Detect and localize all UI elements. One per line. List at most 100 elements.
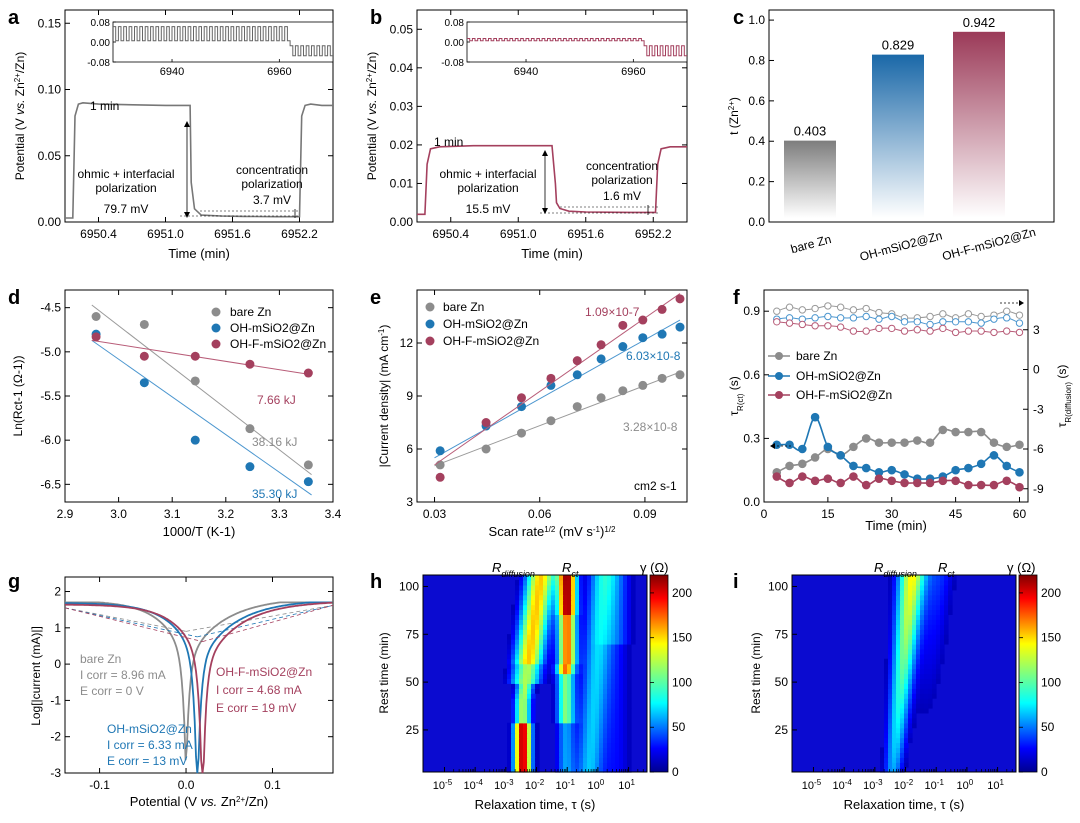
- e-coef-label-1: 3.28×10-8: [623, 420, 678, 434]
- h-heat-cell: [527, 683, 532, 689]
- f-point: [773, 318, 781, 326]
- h-heat-cell: [599, 767, 604, 773]
- i-heat-cell: [896, 693, 901, 699]
- i-heat-cell: [928, 643, 933, 650]
- h-heat-cell: [611, 653, 616, 660]
- h-heat-cell: [567, 639, 572, 645]
- h-heat-cell: [539, 589, 544, 596]
- h-heat-cell: [535, 599, 540, 606]
- i-heat-cell: [892, 737, 897, 744]
- h-heat-cell: [583, 747, 588, 753]
- h-heat-cell: [523, 629, 528, 635]
- h-heat-cell: [599, 653, 604, 660]
- h-heat-cell: [511, 668, 516, 675]
- c-bar: [953, 31, 1005, 218]
- i-heat-cell: [884, 727, 889, 734]
- i-heat-cell: [892, 727, 897, 734]
- h-heat-cell: [535, 767, 540, 773]
- i-heat-cell: [924, 648, 929, 655]
- h-heat-cell: [599, 688, 604, 694]
- d-xtick-label: 3.4: [325, 507, 342, 521]
- i-heat-cell: [896, 604, 901, 611]
- h-heat-cell: [515, 584, 520, 591]
- h-heat-cell: [591, 614, 596, 620]
- h-heat-cell: [595, 737, 600, 744]
- i-ytick-label: 25: [775, 723, 789, 737]
- h-heat-cell: [599, 584, 604, 591]
- h-heat-cell: [619, 658, 624, 665]
- h-heat-cell: [535, 727, 540, 734]
- h-heat-cell: [623, 717, 628, 724]
- f-point: [772, 472, 782, 481]
- h-heat-cell: [615, 767, 620, 773]
- h-heat-cell: [619, 584, 624, 591]
- f-series: [772, 302, 1024, 492]
- f-point: [887, 438, 897, 447]
- h-heat-cell: [619, 693, 624, 699]
- h-heat-cell: [555, 584, 560, 591]
- i-heat-cell: [912, 668, 917, 675]
- i-heat-cell: [928, 703, 933, 709]
- h-heat-cell: [511, 643, 516, 650]
- h-heat-cell: [523, 668, 528, 675]
- h-heat-cell: [571, 712, 576, 719]
- b-inset-xtick-label: 6960: [621, 66, 645, 78]
- h-heat-cell: [523, 703, 528, 709]
- h-heat-cell: [603, 722, 608, 729]
- h-heat-cell: [615, 653, 620, 660]
- b-voltage-line: [417, 144, 687, 216]
- i-heat-cell: [924, 609, 929, 615]
- i-heat-cell: [940, 658, 945, 665]
- h-heat-cell: [547, 619, 552, 625]
- f-point: [887, 476, 897, 486]
- h-heat-cell: [543, 584, 548, 591]
- i-heat-cell: [904, 693, 909, 699]
- i-heat-cell: [920, 629, 925, 635]
- i-heat-cell: [904, 722, 909, 729]
- h-heat-cell: [603, 653, 608, 660]
- h-heat-cell: [619, 634, 624, 640]
- h-heat-cell: [539, 575, 544, 581]
- i-heat-cell: [904, 619, 909, 625]
- h-heat-cell: [603, 727, 608, 734]
- h-heat-cell: [547, 579, 552, 586]
- h-heat-cell: [555, 688, 560, 694]
- h-heat-cell: [619, 757, 624, 763]
- h-heat-cell: [559, 762, 564, 768]
- i-heat-cell: [912, 653, 917, 660]
- h-heat-cell: [571, 707, 576, 714]
- f-xtick-label: 15: [821, 507, 835, 521]
- g-ohf-ecorr: E corr = 19 mV: [216, 701, 296, 715]
- h-heat-cell: [543, 629, 548, 635]
- f-point: [976, 427, 986, 437]
- panel-label-g: g: [8, 571, 20, 593]
- h-heat-cell: [607, 712, 612, 719]
- i-heat-cell: [888, 584, 893, 591]
- h-heat-cell: [547, 658, 552, 665]
- h-heat-cell: [563, 737, 568, 744]
- h-heat-cell: [575, 599, 580, 606]
- f-point: [1015, 482, 1024, 492]
- h-heat-cell: [567, 693, 572, 699]
- d-xtick-label: 2.9: [57, 507, 74, 521]
- h-heat-cell: [587, 594, 592, 601]
- h-heat-cell: [539, 673, 544, 680]
- h-heat-cell: [591, 668, 596, 675]
- b-ohmic-arrow-head-up: [542, 150, 548, 156]
- i-heat-cell: [908, 737, 913, 744]
- i-heat-cell: [912, 712, 917, 719]
- f-point: [964, 327, 973, 335]
- i-heat-cell: [892, 648, 897, 655]
- h-heat-cell: [587, 648, 592, 655]
- f-point: [861, 480, 871, 490]
- e-point: [481, 418, 491, 427]
- h-heat-cell: [615, 624, 620, 630]
- h-heat-cell: [623, 575, 628, 581]
- i-heat-cell: [892, 634, 897, 640]
- h-heat-cell: [607, 604, 612, 611]
- i-heat-cell: [916, 678, 921, 684]
- h-heat-cell: [511, 767, 516, 773]
- e-coef-label-2: 6.03×10-8: [626, 349, 681, 363]
- i-heat-cell: [944, 609, 949, 615]
- i-heat-cell: [900, 624, 905, 630]
